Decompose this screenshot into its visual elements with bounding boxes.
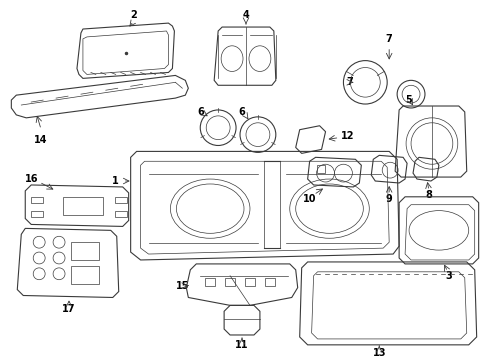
Text: 16: 16 <box>24 174 38 184</box>
Text: 14: 14 <box>34 135 48 145</box>
Text: 2: 2 <box>130 10 137 20</box>
Text: 12: 12 <box>341 131 354 141</box>
Text: 6: 6 <box>197 107 204 117</box>
Text: 6: 6 <box>239 107 245 117</box>
Text: 15: 15 <box>175 281 189 291</box>
Text: 17: 17 <box>62 304 76 314</box>
Text: 10: 10 <box>303 194 317 204</box>
Text: 13: 13 <box>372 348 386 358</box>
Text: 9: 9 <box>386 194 392 204</box>
Text: 11: 11 <box>235 340 249 350</box>
Text: 1: 1 <box>112 176 119 186</box>
Text: 7: 7 <box>386 34 392 44</box>
Text: 5: 5 <box>406 95 413 105</box>
Text: 3: 3 <box>445 271 452 281</box>
Text: 4: 4 <box>243 10 249 20</box>
Text: 8: 8 <box>425 190 432 200</box>
Text: 7: 7 <box>346 77 353 87</box>
